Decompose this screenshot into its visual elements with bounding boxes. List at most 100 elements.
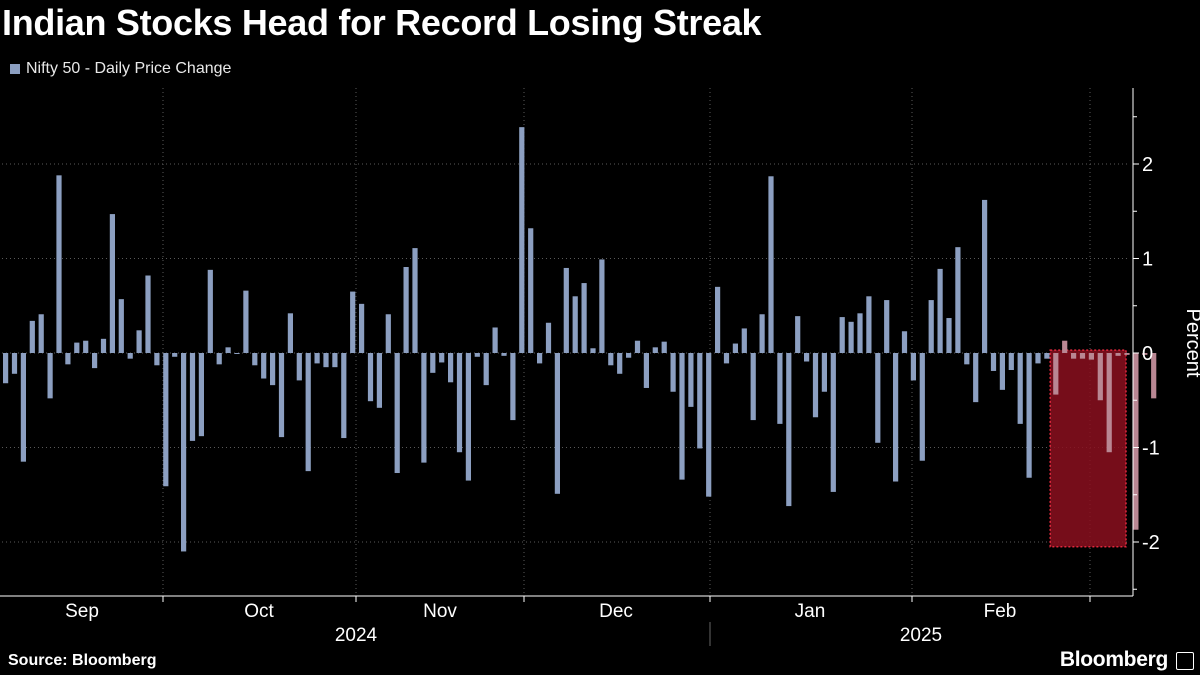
bar xyxy=(29,320,35,353)
bar xyxy=(20,353,26,462)
bar xyxy=(1035,353,1041,364)
bar xyxy=(1088,353,1094,360)
bar xyxy=(1017,353,1023,424)
bar xyxy=(519,127,525,354)
bar xyxy=(403,267,409,353)
bar xyxy=(875,353,881,443)
bar xyxy=(74,342,80,353)
bar xyxy=(777,353,783,424)
bar xyxy=(732,343,738,353)
x-month-label: Oct xyxy=(244,601,274,622)
bar xyxy=(198,353,204,437)
bloomberg-terminal-icon xyxy=(1176,652,1194,670)
bar xyxy=(11,353,18,374)
bar xyxy=(1124,353,1130,355)
bar xyxy=(812,353,819,418)
bar xyxy=(750,353,756,421)
bar xyxy=(545,322,552,353)
bar xyxy=(919,353,925,461)
bar xyxy=(341,353,347,439)
legend-label: Nifty 50 - Daily Price Change xyxy=(26,60,232,77)
bar xyxy=(982,199,988,353)
grid-lines xyxy=(2,88,1130,596)
bar xyxy=(376,353,382,408)
y-tick-label: -1 xyxy=(1142,438,1160,460)
bar xyxy=(252,353,258,366)
bar xyxy=(626,353,632,358)
bar xyxy=(181,353,187,552)
bar xyxy=(804,353,810,362)
bar xyxy=(955,247,961,353)
bar xyxy=(1044,353,1050,359)
bar xyxy=(634,340,641,353)
y-tick-label: 2 xyxy=(1142,154,1153,176)
bar xyxy=(1062,340,1068,353)
bar xyxy=(38,314,44,353)
bar xyxy=(1053,353,1059,395)
bar xyxy=(243,290,249,353)
bar xyxy=(118,299,124,353)
x-axis: Sep Oct Nov Dec Jan Feb 2024 2025 xyxy=(0,595,1133,646)
bar xyxy=(643,353,649,388)
x-month-label: Dec xyxy=(599,601,633,622)
bar xyxy=(1151,353,1157,399)
bars xyxy=(3,127,1157,552)
bar xyxy=(563,267,569,353)
brand-logo-text: Bloomberg xyxy=(1059,648,1168,671)
bar xyxy=(385,314,391,353)
bar xyxy=(528,228,534,353)
bar xyxy=(270,353,276,386)
bar xyxy=(394,353,400,474)
bar xyxy=(501,353,507,356)
bar xyxy=(973,353,979,403)
bar xyxy=(421,353,427,463)
bar xyxy=(723,353,730,364)
bar xyxy=(928,300,934,353)
bar xyxy=(465,353,471,481)
bar xyxy=(100,338,107,353)
bar xyxy=(234,353,240,354)
bar xyxy=(92,353,98,369)
x-month-label: Sep xyxy=(65,601,99,622)
bar xyxy=(795,316,801,353)
bar xyxy=(590,348,596,353)
bar xyxy=(154,353,160,366)
bar xyxy=(884,300,890,353)
bar xyxy=(537,353,543,364)
bar xyxy=(483,353,489,386)
bar xyxy=(296,353,302,381)
bar xyxy=(670,353,676,392)
bar xyxy=(608,353,614,366)
bar xyxy=(679,353,685,480)
bar xyxy=(706,353,712,497)
bar xyxy=(839,317,845,353)
bar xyxy=(857,313,863,353)
bar xyxy=(367,353,374,402)
y-tick-label: -2 xyxy=(1142,532,1160,554)
x-year-label: 2025 xyxy=(900,625,942,646)
bar xyxy=(314,353,320,364)
bar xyxy=(3,353,9,384)
chart-title: Indian Stocks Head for Record Losing Str… xyxy=(2,2,762,43)
bar xyxy=(741,328,747,353)
bar xyxy=(323,353,329,368)
bar xyxy=(412,248,418,353)
bar xyxy=(964,353,970,365)
bar xyxy=(56,175,62,353)
x-year-label: 2024 xyxy=(335,625,378,646)
bar xyxy=(278,353,285,438)
bar xyxy=(599,259,605,353)
bar xyxy=(145,275,151,353)
bar xyxy=(83,340,89,353)
bar xyxy=(554,353,560,494)
highlight-region xyxy=(1049,349,1127,548)
y-axis-label: Percent xyxy=(1182,309,1200,378)
source-note: Source: Bloomberg xyxy=(8,652,157,669)
bar xyxy=(572,296,578,353)
bar xyxy=(715,286,721,353)
legend-swatch xyxy=(10,64,20,74)
bar xyxy=(439,353,445,363)
bar xyxy=(163,353,169,487)
bar xyxy=(47,353,53,399)
bar xyxy=(1026,353,1032,478)
